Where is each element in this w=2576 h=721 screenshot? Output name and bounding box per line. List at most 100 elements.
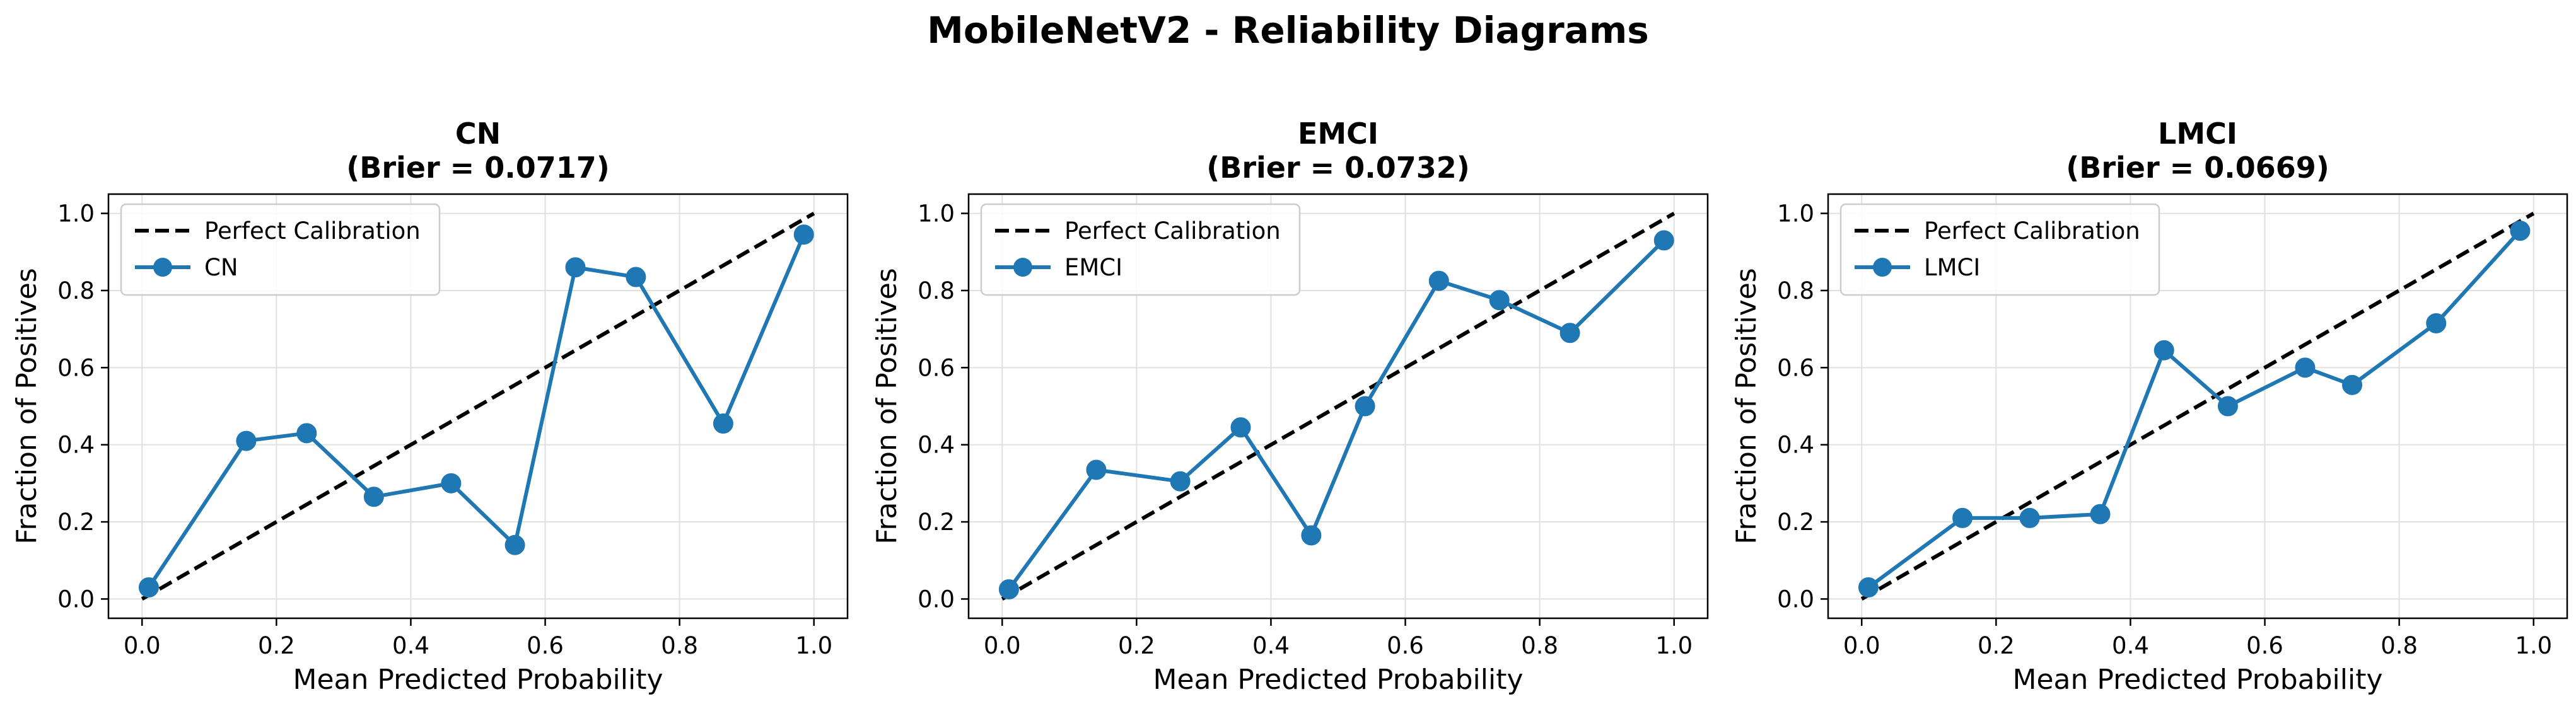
data-point <box>565 257 586 278</box>
data-point <box>1489 290 1510 311</box>
chart-title-name: LMCI <box>2158 117 2237 151</box>
legend: Perfect Calibration CN <box>120 203 441 296</box>
y-tick-label: 0.2 <box>57 509 95 536</box>
legend-box <box>980 203 1301 296</box>
y-axis-label: Fraction of Positives <box>1730 268 1763 545</box>
legend-series-label: EMCI <box>1064 254 1122 281</box>
chart-panel-2: EMCI(Brier = 0.0732)0.00.00.20.20.40.40.… <box>871 117 1709 696</box>
x-tick-label: 0.8 <box>1521 632 1558 659</box>
data-point <box>2510 221 2531 241</box>
data-point <box>138 577 159 598</box>
y-tick-label: 0.4 <box>918 432 955 459</box>
y-tick-label: 0.8 <box>918 277 955 304</box>
chart-panel-1: CN(Brier = 0.0717)0.00.00.20.20.40.40.60… <box>11 117 849 696</box>
y-tick-label: 0.0 <box>57 585 95 613</box>
x-tick-label: 0.2 <box>1118 632 1155 659</box>
legend: Perfect Calibration EMCI <box>980 203 1301 296</box>
axes-frame <box>107 193 849 620</box>
data-point <box>1355 396 1375 417</box>
x-tick-label: 0.2 <box>1978 632 2015 659</box>
x-tick-label: 0.6 <box>2246 632 2283 659</box>
legend-box <box>120 203 441 296</box>
data-point <box>2295 357 2316 378</box>
data-point <box>2019 507 2040 528</box>
data-point <box>504 534 525 555</box>
legend-series-label: CN <box>204 254 238 281</box>
y-tick-label: 0.4 <box>57 432 95 459</box>
legend-series-swatch-marker <box>1013 258 1032 277</box>
y-tick-label: 0.6 <box>57 354 95 381</box>
y-tick-label: 1.0 <box>1777 200 1814 228</box>
y-tick-label: 0.6 <box>918 354 955 381</box>
axes-frame <box>967 193 1709 620</box>
series-line <box>1007 239 1665 591</box>
x-tick-label: 0.0 <box>124 632 161 659</box>
y-tick-label: 0.2 <box>1777 509 1814 536</box>
chart-title-name: CN <box>455 117 501 151</box>
data-point <box>236 430 257 451</box>
data-point <box>2153 340 2174 360</box>
x-tick-label: 1.0 <box>2515 632 2552 659</box>
x-axis-label: Mean Predicted Probability <box>2013 664 2383 696</box>
series-line <box>1867 229 2522 589</box>
series-line <box>147 234 806 589</box>
y-tick-label: 0.0 <box>1777 585 1814 613</box>
perfect-calibration-line <box>1001 211 1676 601</box>
x-tick-label: 0.8 <box>661 632 698 659</box>
data-point <box>1653 230 1674 251</box>
axes-frame <box>1827 193 2568 620</box>
x-axis-label: Mean Predicted Probability <box>293 664 663 696</box>
data-point <box>713 413 733 434</box>
data-point <box>998 579 1019 600</box>
data-point <box>1086 459 1107 480</box>
data-point <box>1230 417 1251 438</box>
data-point <box>296 423 317 444</box>
y-axis-label: Fraction of Positives <box>871 268 903 545</box>
y-tick-label: 0.8 <box>57 277 95 304</box>
y-tick-label: 1.0 <box>57 200 95 228</box>
x-tick-label: 1.0 <box>795 632 832 659</box>
x-tick-label: 0.0 <box>984 632 1021 659</box>
y-tick-label: 0.0 <box>918 585 955 613</box>
y-tick-label: 1.0 <box>918 200 955 228</box>
data-point <box>1952 507 1973 528</box>
data-point <box>626 267 646 287</box>
chart-title-name: EMCI <box>1298 117 1378 151</box>
legend-perfect-label: Perfect Calibration <box>1924 217 2140 245</box>
data-point <box>363 487 384 507</box>
legend-series-label: LMCI <box>1924 254 1980 281</box>
data-point <box>441 473 462 493</box>
y-tick-label: 0.8 <box>1777 277 1814 304</box>
x-tick-label: 0.4 <box>2112 632 2149 659</box>
data-point <box>1858 577 1879 598</box>
legend-series-swatch-marker <box>1873 258 1892 277</box>
chart-title-brier: (Brier = 0.0669) <box>2066 151 2329 185</box>
x-tick-label: 0.0 <box>1843 632 1880 659</box>
data-point <box>1170 471 1191 492</box>
x-tick-label: 0.6 <box>527 632 564 659</box>
data-point <box>2426 313 2447 333</box>
y-tick-label: 0.6 <box>1777 354 1814 381</box>
chart-title-brier: (Brier = 0.0717) <box>346 151 610 185</box>
chart-title-brier: (Brier = 0.0732) <box>1206 151 1470 185</box>
y-axis-label: Fraction of Positives <box>11 268 43 545</box>
perfect-calibration-line <box>1860 211 2535 601</box>
data-point <box>2090 504 2111 524</box>
x-tick-label: 0.4 <box>1252 632 1290 659</box>
figure-suptitle: MobileNetV2 - Reliability Diagrams <box>927 9 1649 52</box>
legend-box <box>1839 203 2160 296</box>
x-tick-label: 0.4 <box>392 632 429 659</box>
data-point <box>1301 525 1322 546</box>
legend-perfect-label: Perfect Calibration <box>1064 217 1281 245</box>
x-tick-label: 0.6 <box>1387 632 1424 659</box>
legend: Perfect Calibration LMCI <box>1839 203 2160 296</box>
x-tick-label: 1.0 <box>1655 632 1693 659</box>
data-point <box>2342 374 2363 395</box>
data-point <box>1428 270 1449 291</box>
legend-perfect-label: Perfect Calibration <box>204 217 421 245</box>
y-tick-label: 0.4 <box>1777 432 1814 459</box>
x-tick-label: 0.8 <box>2381 632 2418 659</box>
data-point <box>2217 396 2238 417</box>
